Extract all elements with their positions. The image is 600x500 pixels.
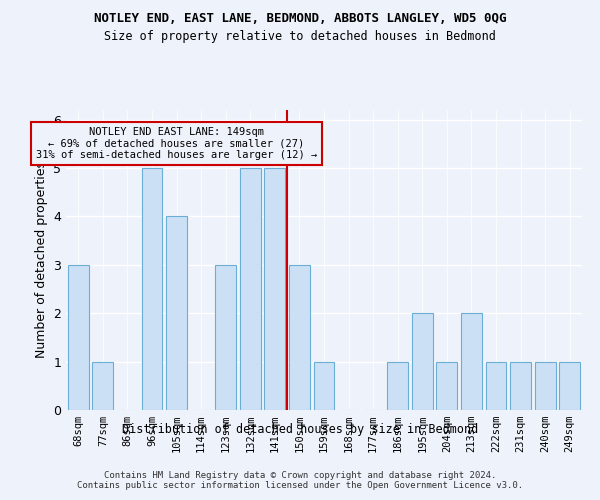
Bar — [387, 362, 408, 410]
Text: NOTLEY END, EAST LANE, BEDMOND, ABBOTS LANGLEY, WD5 0QG: NOTLEY END, EAST LANE, BEDMOND, ABBOTS L… — [94, 12, 506, 26]
Bar — [436, 362, 457, 410]
Bar — [535, 362, 556, 410]
Bar — [289, 265, 310, 410]
Text: Distribution of detached houses by size in Bedmond: Distribution of detached houses by size … — [122, 422, 478, 436]
Bar — [215, 265, 236, 410]
Bar — [461, 313, 482, 410]
Bar — [314, 362, 334, 410]
Bar — [92, 362, 113, 410]
Bar — [510, 362, 531, 410]
Text: Size of property relative to detached houses in Bedmond: Size of property relative to detached ho… — [104, 30, 496, 43]
Bar — [68, 265, 89, 410]
Bar — [412, 313, 433, 410]
Bar — [142, 168, 163, 410]
Text: NOTLEY END EAST LANE: 149sqm
← 69% of detached houses are smaller (27)
31% of se: NOTLEY END EAST LANE: 149sqm ← 69% of de… — [36, 127, 317, 160]
Y-axis label: Number of detached properties: Number of detached properties — [35, 162, 47, 358]
Bar — [485, 362, 506, 410]
Bar — [265, 168, 286, 410]
Bar — [559, 362, 580, 410]
Bar — [240, 168, 261, 410]
Bar — [166, 216, 187, 410]
Text: Contains HM Land Registry data © Crown copyright and database right 2024.
Contai: Contains HM Land Registry data © Crown c… — [77, 470, 523, 490]
